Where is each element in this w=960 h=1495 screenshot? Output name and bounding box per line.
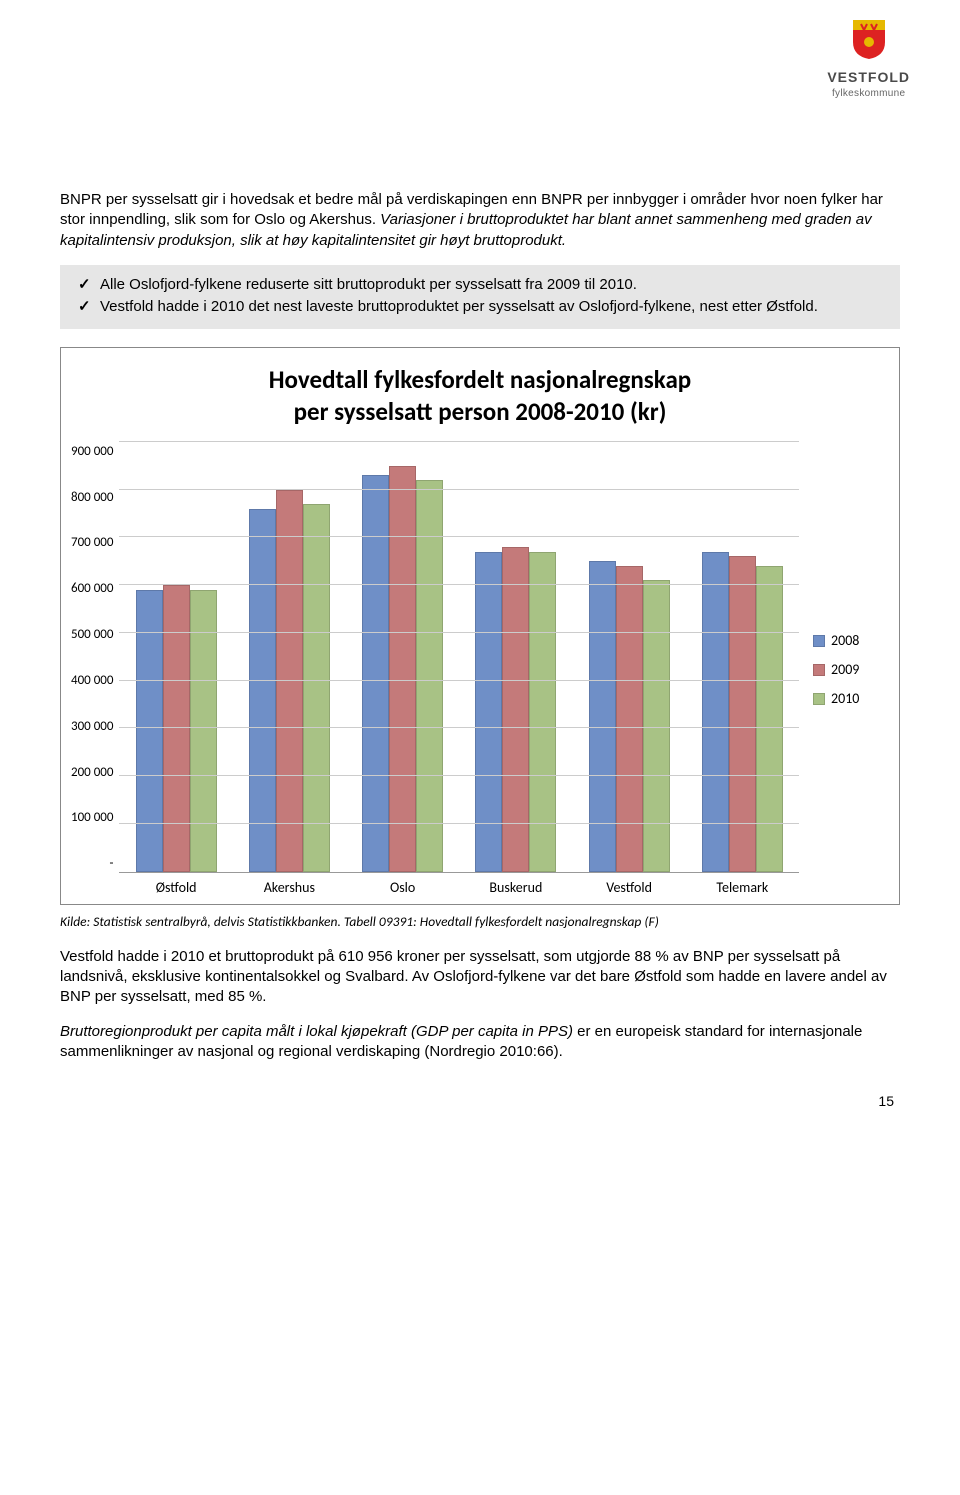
legend-label: 2008 <box>831 632 859 651</box>
bar-group <box>119 443 232 872</box>
legend-item: 2009 <box>813 661 889 680</box>
chart-legend: 2008 2009 2010 <box>799 443 889 898</box>
bar <box>729 556 756 871</box>
bar <box>303 504 330 872</box>
bar <box>416 480 443 872</box>
chart-source: Kilde: Statistisk sentralbyrå, delvis St… <box>60 913 900 931</box>
chart-plot <box>119 443 799 873</box>
logo-subtitle: fylkeskommune <box>827 87 910 101</box>
chart-title: Hovedtall fylkesfordelt nasjonalregnskap… <box>71 364 889 427</box>
paragraph-3: Bruttoregionprodukt per capita målt i lo… <box>60 1022 900 1063</box>
bar-group <box>459 443 572 872</box>
x-axis: ØstfoldAkershusOsloBuskerudVestfoldTelem… <box>119 879 799 898</box>
y-tick: 900 000 <box>71 443 113 461</box>
highlight-box: Alle Oslofjord-fylkene reduserte sitt br… <box>60 265 900 330</box>
bar <box>643 580 670 871</box>
legend-swatch <box>813 635 825 647</box>
bar-group <box>572 443 685 872</box>
y-tick: 300 000 <box>71 718 113 736</box>
legend-item: 2010 <box>813 690 889 709</box>
y-tick: 700 000 <box>71 534 113 552</box>
y-tick: 600 000 <box>71 580 113 598</box>
legend-label: 2010 <box>831 690 859 709</box>
page-number: 15 <box>60 1092 900 1111</box>
x-label: Østfold <box>119 879 232 898</box>
bar <box>389 466 416 872</box>
y-tick: 100 000 <box>71 809 113 827</box>
logo-title: VESTFOLD <box>827 68 910 87</box>
org-logo: VESTFOLD fylkeskommune <box>827 18 910 101</box>
x-label: Akershus <box>233 879 346 898</box>
paragraph-1: BNPR per sysselsatt gir i hovedsak et be… <box>60 190 900 251</box>
bar <box>163 585 190 872</box>
highlight-item: Alle Oslofjord-fylkene reduserte sitt br… <box>74 275 886 295</box>
chart-container: Hovedtall fylkesfordelt nasjonalregnskap… <box>60 347 900 904</box>
legend-item: 2008 <box>813 632 889 651</box>
bar <box>589 561 616 872</box>
y-tick: 400 000 <box>71 672 113 690</box>
y-axis: 900 000 800 000 700 000 600 000 500 000 400 0… <box>71 443 119 873</box>
bar-group <box>686 443 799 872</box>
bar-group <box>346 443 459 872</box>
y-tick: 800 000 <box>71 489 113 507</box>
bar <box>276 490 303 872</box>
bar <box>362 475 389 872</box>
y-tick: - <box>71 855 113 873</box>
highlight-item: Vestfold hadde i 2010 det nest laveste b… <box>74 297 886 317</box>
x-label: Telemark <box>686 879 799 898</box>
bar-group <box>233 443 346 872</box>
x-label: Oslo <box>346 879 459 898</box>
shield-icon <box>851 18 887 60</box>
x-label: Vestfold <box>572 879 685 898</box>
legend-swatch <box>813 693 825 705</box>
legend-label: 2009 <box>831 661 859 680</box>
paragraph-2: Vestfold hadde i 2010 et bruttoprodukt p… <box>60 947 900 1008</box>
y-tick: 200 000 <box>71 764 113 782</box>
bar <box>249 509 276 872</box>
legend-swatch <box>813 664 825 676</box>
bar <box>756 566 783 872</box>
y-tick: 500 000 <box>71 626 113 644</box>
x-label: Buskerud <box>459 879 572 898</box>
bar <box>616 566 643 872</box>
